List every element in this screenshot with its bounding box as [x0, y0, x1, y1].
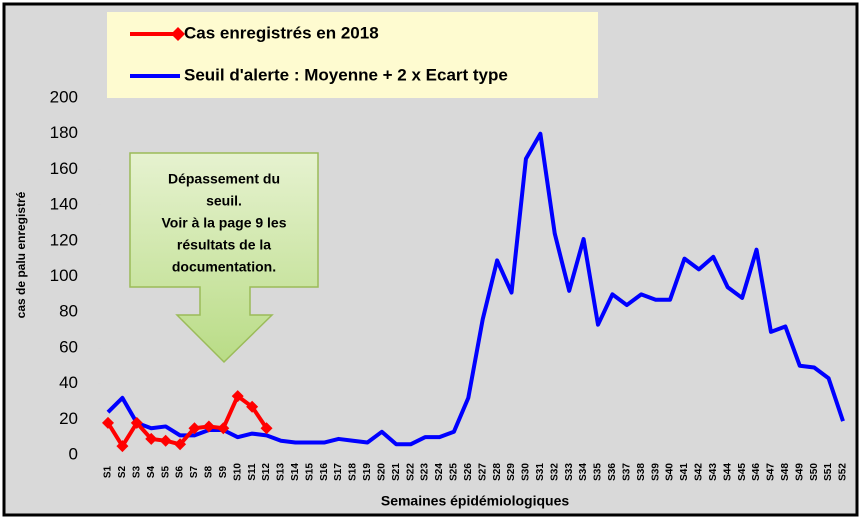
- series-marker: [116, 440, 129, 453]
- series-marker: [231, 390, 244, 403]
- y-tick-label: 0: [69, 444, 78, 463]
- x-tick-label: S49: [794, 463, 805, 481]
- x-tick-label: S19: [362, 463, 373, 481]
- x-tick-label: S4: [146, 465, 157, 478]
- x-tick-label: S40: [665, 463, 676, 481]
- x-tick-label: S39: [650, 463, 661, 481]
- x-tick-label: S23: [420, 463, 431, 481]
- x-tick-label: S7: [189, 465, 200, 478]
- x-tick-label: S12: [261, 463, 272, 481]
- y-tick-label: 20: [59, 409, 78, 428]
- y-tick-label: 140: [50, 195, 78, 214]
- x-tick-label: S2: [117, 465, 128, 478]
- x-tick-label: S20: [376, 463, 387, 481]
- x-tick-label: S31: [535, 463, 546, 481]
- x-tick-label: S14: [290, 463, 301, 481]
- x-tick-label: S48: [780, 463, 791, 481]
- series-line: [106, 131, 845, 447]
- series-marker: [159, 434, 172, 447]
- x-tick-label: S41: [679, 463, 690, 481]
- x-axis-title: Semaines épidémiologiques: [381, 493, 569, 509]
- legend-box: [107, 12, 598, 98]
- x-tick-label: S11: [247, 463, 258, 481]
- annotation-callout: [129, 152, 319, 364]
- annotation-text: Voir à la page 9 les: [161, 215, 286, 231]
- series-marker: [145, 432, 158, 445]
- y-axis-title: cas de palu enregistré: [14, 191, 28, 318]
- series-marker: [202, 420, 215, 433]
- legend-label: Seuil d'alerte : Moyenne + 2 x Ecart typ…: [184, 65, 508, 84]
- x-tick-label: S1: [103, 465, 114, 478]
- x-tick-label: S29: [506, 463, 517, 481]
- series-marker: [217, 422, 230, 435]
- x-tick-label: S33: [564, 463, 575, 481]
- x-tick-label: S22: [405, 463, 416, 481]
- x-tick-label: S46: [751, 463, 762, 481]
- x-tick-label: S44: [722, 463, 733, 481]
- x-tick-label: S51: [823, 463, 834, 481]
- x-tick-label: S42: [694, 463, 705, 481]
- annotation-text: seuil.: [206, 193, 242, 209]
- x-tick-label: S28: [492, 463, 503, 481]
- y-tick-label: 160: [50, 159, 78, 178]
- x-tick-label: S32: [549, 463, 560, 481]
- x-tick-label: S50: [809, 463, 820, 481]
- series-marker: [174, 438, 187, 451]
- x-tick-label: S30: [521, 463, 532, 481]
- x-tick-label: S3: [131, 465, 142, 478]
- x-tick-label: S9: [218, 465, 229, 478]
- x-tick-label: S34: [578, 463, 589, 481]
- y-tick-label: 80: [59, 302, 78, 321]
- x-tick-label: S38: [636, 463, 647, 481]
- series-marker: [102, 416, 114, 429]
- x-tick-label: S21: [391, 463, 402, 481]
- legend-label: Cas enregistrés en 2018: [184, 23, 379, 42]
- x-tick-label: S15: [304, 463, 315, 481]
- x-tick-label: S8: [204, 465, 215, 478]
- y-tick-label: 40: [59, 373, 78, 392]
- series-marker: [130, 416, 143, 429]
- x-tick-label: S45: [737, 463, 748, 481]
- x-tick-label: S10: [232, 463, 243, 481]
- y-tick-label: 100: [50, 266, 78, 285]
- x-tick-label: S13: [276, 463, 287, 481]
- annotation-text: résultats de la: [177, 237, 271, 253]
- annotation-text: documentation.: [172, 259, 276, 275]
- x-tick-label: S35: [593, 463, 604, 481]
- series-marker: [260, 422, 273, 435]
- x-tick-label: S24: [434, 463, 445, 481]
- x-tick-label: S27: [477, 463, 488, 481]
- series-marker: [246, 400, 259, 413]
- legend-marker: [171, 27, 185, 41]
- y-tick-label: 120: [50, 230, 78, 249]
- x-tick-label: S18: [348, 463, 359, 481]
- x-tick-label: S43: [708, 463, 719, 481]
- x-tick-label: S36: [607, 463, 618, 481]
- x-tick-label: S5: [160, 465, 171, 478]
- annotation-text: Dépassement du: [168, 171, 280, 187]
- x-tick-label: S25: [449, 463, 460, 481]
- x-tick-label: S17: [333, 463, 344, 481]
- x-tick-label: S6: [175, 465, 186, 478]
- series-marker: [188, 422, 201, 435]
- x-tick-label: S26: [463, 463, 474, 481]
- x-tick-label: S37: [621, 463, 632, 481]
- x-tick-label: S16: [319, 463, 330, 481]
- y-tick-label: 180: [50, 123, 78, 142]
- y-tick-label: 200: [50, 87, 78, 106]
- x-tick-label: S52: [838, 463, 849, 481]
- x-tick-label: S47: [766, 463, 777, 481]
- y-tick-label: 60: [59, 337, 78, 356]
